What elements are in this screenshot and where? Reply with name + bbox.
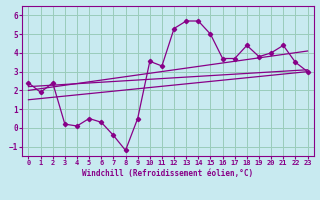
- X-axis label: Windchill (Refroidissement éolien,°C): Windchill (Refroidissement éolien,°C): [83, 169, 253, 178]
